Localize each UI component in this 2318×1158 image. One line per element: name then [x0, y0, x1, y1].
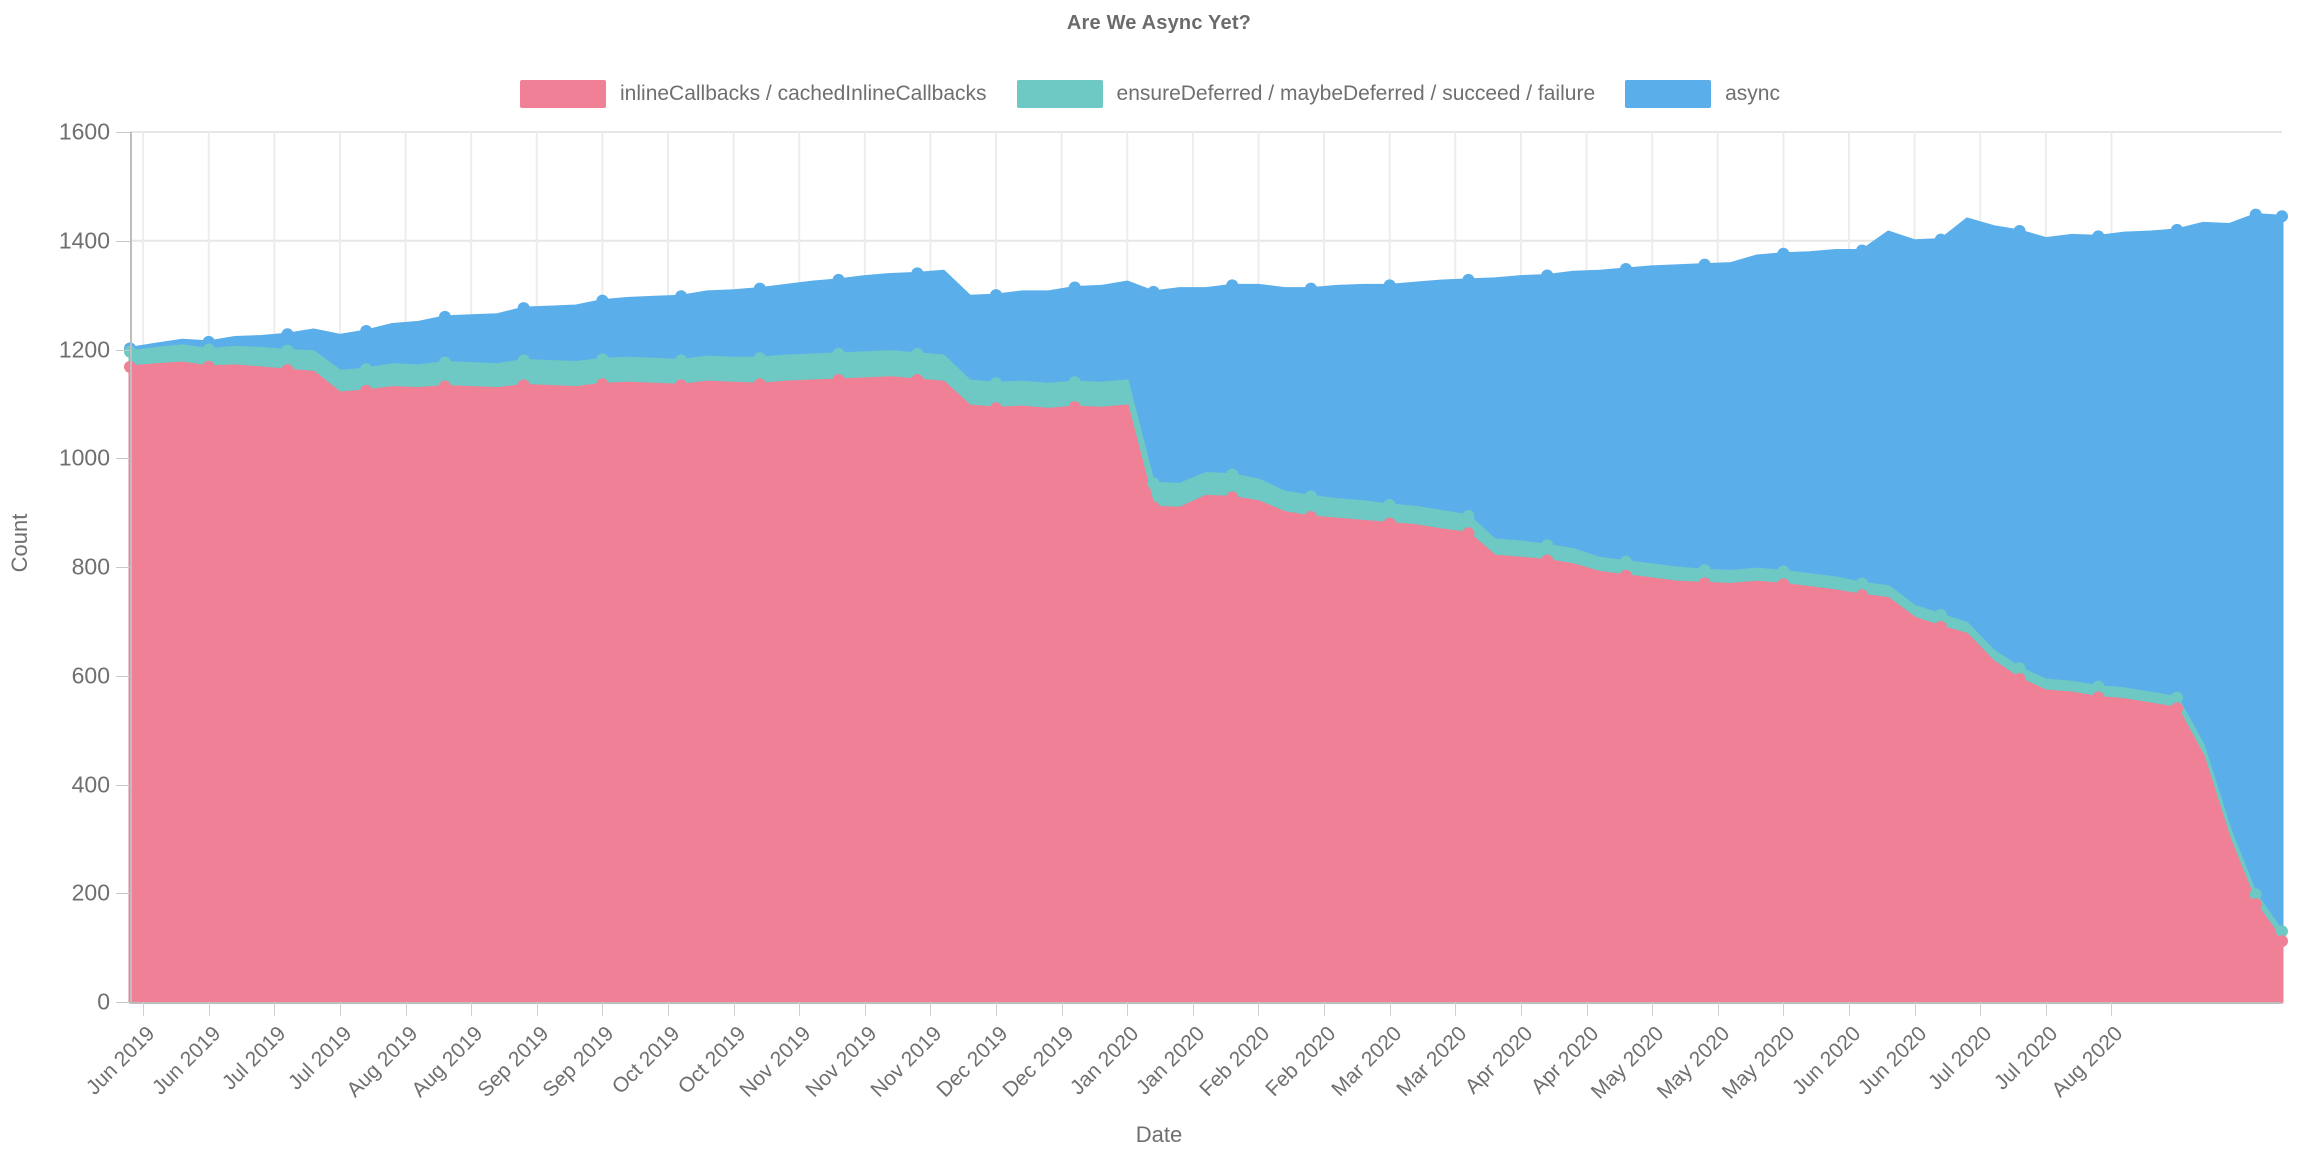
- y-tick-mark: [116, 240, 130, 242]
- y-tick-mark: [116, 893, 130, 895]
- stacked-area-svg: [124, 131, 2288, 1004]
- x-tick-mark: [274, 1002, 276, 1016]
- x-tick-mark: [1127, 1002, 1129, 1016]
- legend-swatch-inlinecallbacks: [520, 80, 607, 108]
- chart-title: Are We Async Yet?: [1066, 12, 1252, 34]
- y-tick-label: 800: [71, 553, 110, 580]
- y-tick-label: 400: [71, 771, 110, 797]
- plot-area: [124, 131, 2288, 1004]
- chart-legend: inlineCallbacks / cachedInlineCallbacks …: [0, 80, 2318, 108]
- x-tick-mark: [536, 1002, 538, 1016]
- x-tick-mark: [1455, 1002, 1457, 1016]
- y-tick-mark: [116, 349, 130, 351]
- legend-swatch-ensuredeferred: [1016, 80, 1103, 108]
- x-tick-mark: [1586, 1002, 1588, 1016]
- x-tick-mark: [602, 1002, 604, 1016]
- x-tick-mark: [2045, 1002, 2047, 1016]
- y-tick-mark: [116, 567, 130, 568]
- x-tick-mark: [2111, 1002, 2113, 1016]
- x-tick-mark: [405, 1002, 407, 1016]
- x-axis-line: [130, 1002, 2282, 1004]
- x-tick-mark: [1520, 1002, 1522, 1016]
- x-tick-mark: [143, 1002, 145, 1016]
- y-axis-line: [130, 132, 132, 1004]
- x-tick-mark: [864, 1002, 866, 1016]
- x-tick-mark: [339, 1002, 341, 1016]
- x-tick-mark: [1258, 1002, 1260, 1016]
- x-tick-mark: [799, 1002, 801, 1016]
- y-tick-label: 200: [71, 879, 110, 906]
- legend-label-ensuredeferred: ensureDeferred / maybeDeferred / succeed…: [1116, 82, 1596, 105]
- markers-series-0: [124, 360, 2288, 948]
- x-tick-mark: [1061, 1002, 1063, 1016]
- y-axis-title: Count: [7, 513, 32, 573]
- legend-item-async[interactable]: async: [1625, 80, 1798, 108]
- x-tick-mark: [1389, 1002, 1391, 1016]
- area-band-0: [128, 361, 2284, 1004]
- y-tick-label: 1000: [58, 444, 110, 471]
- y-tick-label: 1600: [58, 118, 110, 145]
- x-tick-mark: [930, 1002, 932, 1016]
- y-tick-mark: [116, 675, 130, 677]
- x-tick-mark: [668, 1002, 669, 1016]
- x-tick-mark: [733, 1002, 735, 1016]
- x-tick-mark: [1192, 1002, 1194, 1016]
- y-tick-mark: [116, 1002, 130, 1003]
- x-tick-mark: [1980, 1002, 1982, 1016]
- x-axis-ticks: Jun 2019 Jun 2019 Jul 2019 Jul 2019 Aug 2019…: [82, 1002, 2282, 1112]
- x-tick-mark: [1717, 1002, 1719, 1016]
- legend-label-async: async: [1725, 82, 1780, 105]
- y-tick-label: 1400: [58, 227, 110, 254]
- x-tick-mark: [471, 1002, 473, 1016]
- y-tick-mark: [116, 458, 130, 460]
- x-tick-mark: [1652, 1002, 1654, 1016]
- x-tick-mark: [208, 1002, 210, 1016]
- x-tick-mark: [996, 1002, 998, 1016]
- legend-label-inlinecallbacks: inlineCallbacks / cachedInlineCallbacks: [620, 82, 987, 105]
- markers-series-1: [124, 343, 2288, 938]
- x-axis-title: Date: [1135, 1122, 1183, 1147]
- y-tick-label: 0: [97, 988, 110, 1015]
- x-tick-mark: [1914, 1002, 1916, 1016]
- legend-item-ensuredeferred[interactable]: ensureDeferred / maybeDeferred / succeed…: [1016, 80, 1614, 108]
- legend-swatch-async: [1625, 80, 1712, 108]
- y-tick-mark: [116, 132, 130, 133]
- x-tick-mark: [1324, 1002, 1326, 1016]
- x-tick-mark: [1783, 1002, 1785, 1016]
- y-tick-label: 600: [71, 662, 110, 689]
- y-tick-mark: [116, 784, 130, 786]
- legend-item-inlinecallbacks[interactable]: inlineCallbacks / cachedInlineCallbacks: [520, 80, 1005, 108]
- x-tick-mark: [1848, 1002, 1850, 1016]
- y-tick-label: 1200: [58, 336, 110, 362]
